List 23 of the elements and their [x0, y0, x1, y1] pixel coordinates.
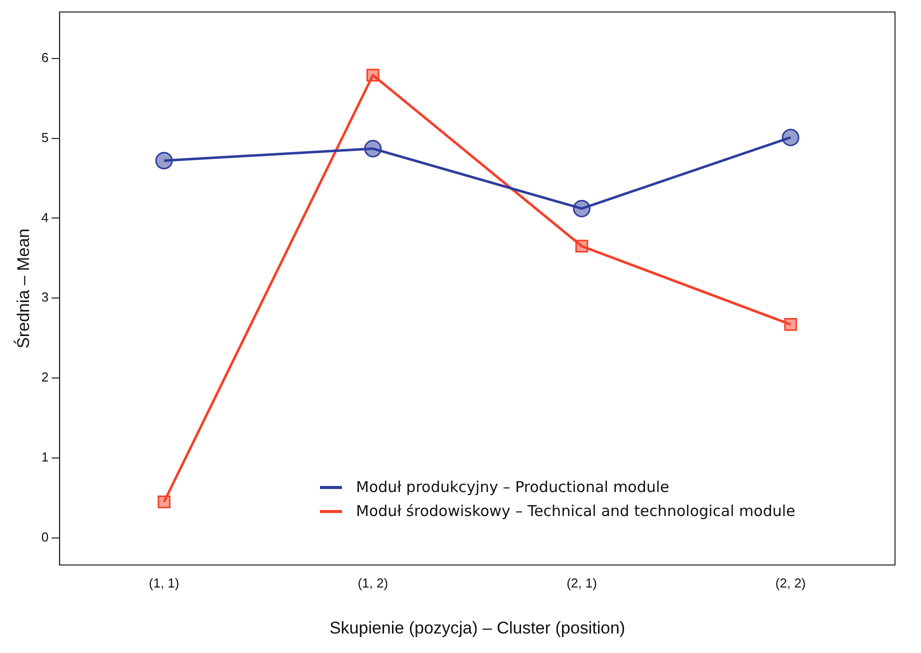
- point: [572, 200, 590, 218]
- y-tick-label: 1: [41, 449, 49, 464]
- y-tick-label: 0: [41, 529, 49, 544]
- x-tick-label: (2, 2): [775, 575, 806, 590]
- x-tick-label: (1, 2): [358, 575, 388, 590]
- legend-label: Moduł produkcyjny – Productional module: [356, 478, 670, 496]
- point: [366, 68, 380, 82]
- legend-label: Moduł środowiskowy – Technical and technological module: [356, 502, 796, 520]
- y-tick-label: 3: [41, 290, 49, 305]
- x-axis-title: Skupienie (pozycja) – Cluster (position): [329, 618, 626, 638]
- point: [155, 152, 173, 170]
- point: [575, 240, 588, 253]
- y-tick-label: 4: [41, 210, 49, 225]
- y-tick-label: 2: [41, 370, 49, 385]
- point: [784, 318, 797, 331]
- y-tick-label: 5: [41, 130, 49, 145]
- y-axis-title: Średnia – Mean: [12, 228, 33, 349]
- point: [158, 495, 170, 508]
- x-tick-label: (1, 1): [148, 575, 180, 590]
- x-tick-label: (2, 1): [566, 575, 597, 590]
- point: [782, 128, 800, 146]
- point: [364, 140, 382, 158]
- y-tick-label: 6: [41, 50, 49, 65]
